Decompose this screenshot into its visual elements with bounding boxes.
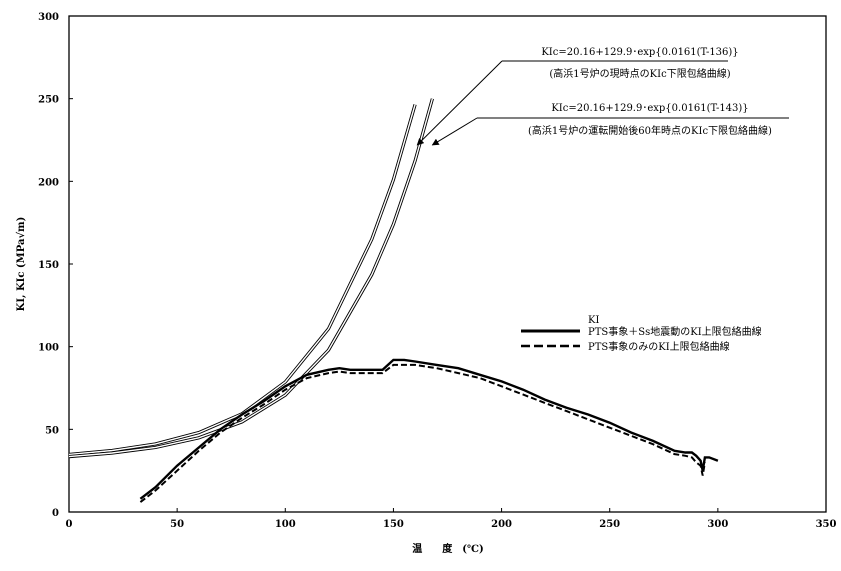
y-axis-title: KI, KIc (MPa√m) — [15, 217, 27, 312]
y-tick-label: 50 — [45, 425, 59, 436]
series-line-outer — [68, 98, 434, 459]
axes: 0 50 100 150 200 250 300 350 0 50 100 150 200 250 300 温… — [15, 12, 836, 555]
annotation-formula: KIc=20.16+129.9･exp{0.0161(T-136)} — [541, 47, 738, 58]
y-tick-label: 200 — [38, 177, 59, 188]
annotation-caption: (高浜1号炉の現時点のKIc下限包絡曲線) — [549, 67, 730, 80]
series-3 — [139, 358, 719, 500]
x-tick-label: 200 — [491, 519, 512, 530]
x-axis-title: 温 度 (℃) — [412, 542, 483, 555]
series-line-inner — [68, 104, 416, 456]
series-1 — [68, 104, 417, 457]
series-line-outer — [68, 104, 417, 457]
y-tick-label: 100 — [38, 343, 59, 354]
series-lines — [68, 98, 719, 503]
y-tick-label: 250 — [38, 95, 59, 106]
series-2 — [68, 98, 434, 459]
x-tick-label: 150 — [383, 519, 404, 530]
x-tick-label: 50 — [170, 519, 184, 530]
annotation-caption: (高浜1号炉の運転開始後60年時点のKIc下限包絡曲線) — [528, 124, 772, 137]
legend-label: PTS事象のみのKI上限包絡曲線 — [588, 340, 730, 353]
y-tick-label: 0 — [52, 508, 59, 519]
y-tick-label: 150 — [38, 260, 59, 271]
y-tick-label: 300 — [38, 12, 59, 23]
legend-title: KI — [588, 315, 599, 326]
series-line — [139, 363, 706, 503]
x-tick-label: 300 — [707, 519, 728, 530]
series-line-inner — [68, 98, 434, 458]
annotation-formula: KIc=20.16+129.9･exp{0.0161(T-143)} — [551, 103, 748, 114]
x-tick-label: 100 — [275, 519, 296, 530]
x-tick-label: 0 — [66, 519, 73, 530]
legend-label: PTS事象＋Ss地震動のKI上限包絡曲線 — [588, 325, 762, 338]
series-line — [139, 358, 719, 500]
annotation-arrow — [416, 60, 503, 146]
x-tick-label: 350 — [816, 519, 837, 530]
series-4 — [139, 363, 706, 503]
annotation-arrow — [431, 117, 478, 146]
x-tick-label: 250 — [599, 519, 620, 530]
annotations: KIc=20.16+129.9･exp{0.0161(T-136)} (高浜1号炉… — [416, 47, 789, 146]
